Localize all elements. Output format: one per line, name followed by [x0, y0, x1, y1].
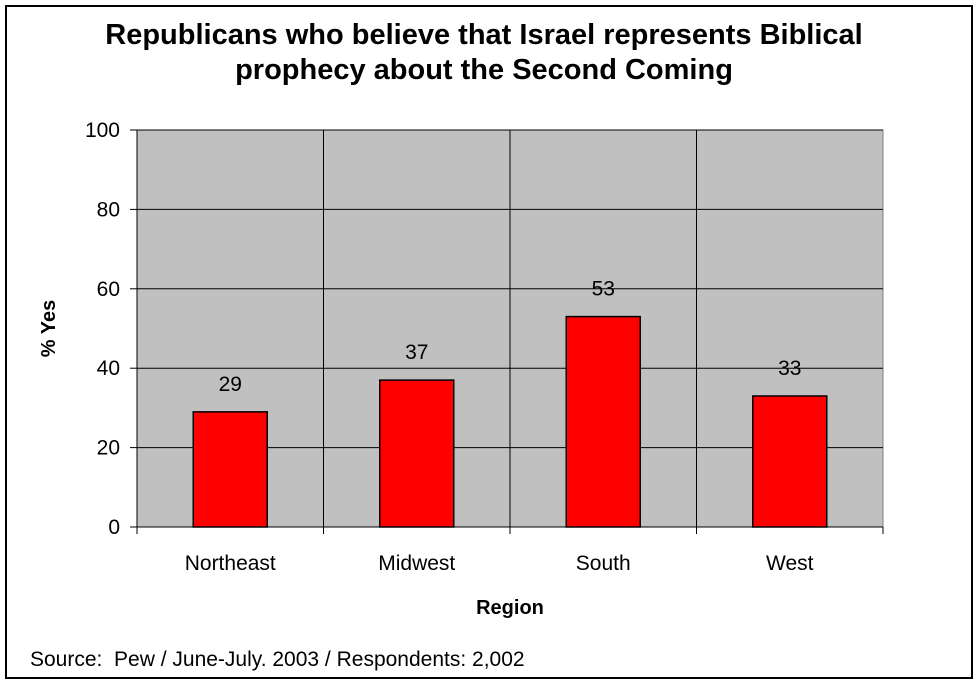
- source-note: Source: Pew / June-July. 2003 / Responde…: [30, 648, 525, 671]
- bar-west: [752, 395, 828, 528]
- data-label: 33: [778, 357, 801, 380]
- x-tick-label: Northeast: [185, 552, 276, 575]
- bar-northeast: [192, 411, 268, 528]
- bar-midwest: [379, 379, 455, 528]
- chart-title-line-1: Republicans who believe that Israel repr…: [105, 19, 863, 51]
- data-label: 37: [405, 341, 428, 364]
- chart-title-line-2: prophecy about the Second Coming: [235, 54, 733, 86]
- x-tick-label: West: [766, 552, 814, 575]
- data-label: 53: [592, 278, 615, 301]
- bar-south: [565, 315, 641, 528]
- y-tick-label: 80: [97, 198, 120, 221]
- x-tick-label: South: [576, 552, 631, 575]
- chart-title: Republicans who believe that Israel repr…: [0, 18, 968, 88]
- y-tick-label: 0: [108, 516, 120, 539]
- x-tick-label: Midwest: [378, 552, 455, 575]
- y-tick-label: 20: [97, 437, 120, 460]
- y-tick-label: 60: [97, 278, 120, 301]
- data-label: 29: [219, 373, 242, 396]
- x-axis-title: Region: [476, 597, 544, 619]
- y-tick-label: 100: [85, 119, 120, 142]
- y-tick-label: 40: [97, 357, 120, 380]
- y-axis-title: % Yes: [38, 300, 60, 357]
